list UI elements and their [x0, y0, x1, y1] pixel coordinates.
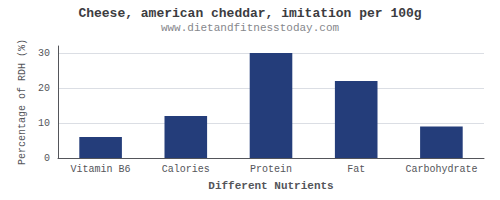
svg-text:30: 30 — [38, 48, 50, 59]
svg-text:Different Nutrients: Different Nutrients — [208, 180, 333, 192]
svg-text:Fat: Fat — [347, 164, 365, 175]
svg-text:0: 0 — [44, 153, 50, 164]
svg-text:Percentage of RDH (%): Percentage of RDH (%) — [17, 39, 28, 165]
svg-text:Carbohydrate: Carbohydrate — [405, 164, 477, 175]
svg-text:Calories: Calories — [162, 164, 210, 175]
svg-text:Vitamin B6: Vitamin B6 — [71, 164, 131, 175]
svg-text:Cheese, american cheddar, imit: Cheese, american cheddar, imitation per … — [78, 6, 421, 21]
svg-text:10: 10 — [38, 118, 50, 129]
svg-text:Protein: Protein — [250, 164, 292, 175]
svg-text:20: 20 — [38, 83, 50, 94]
svg-text:www.dietandfitnesstoday.com: www.dietandfitnesstoday.com — [161, 22, 340, 34]
